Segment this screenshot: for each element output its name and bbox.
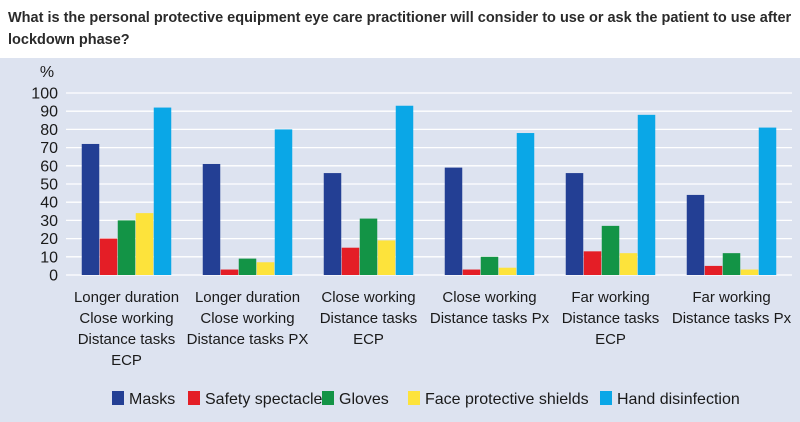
chart-area: 0 10 20 30 40 50 60 70 80 90 100% Longer duration Cl… — [0, 58, 800, 422]
y-tick-label: 90 — [40, 104, 58, 121]
legend-label: Gloves — [339, 391, 389, 408]
legend-label: Face protective shields — [425, 391, 589, 408]
x-category-label: Longer duration — [74, 289, 179, 306]
x-category-label: Far working — [571, 289, 649, 306]
bar-hand-disinfection — [395, 105, 414, 275]
x-category-label: Longer duration — [195, 289, 300, 306]
x-category-label: Distance tasks Px — [430, 310, 550, 327]
y-tick-label: 10 — [40, 249, 58, 266]
bar-face-protective-shields — [377, 240, 396, 275]
x-category-label: Close working — [79, 310, 173, 327]
x-category-label: ECP — [111, 352, 142, 369]
y-tick-label: 70 — [40, 140, 58, 157]
y-tick-label: 50 — [40, 177, 58, 194]
bar-gloves — [117, 220, 136, 275]
bar-face-protective-shields — [256, 262, 275, 275]
bar-safety-spectacles — [462, 269, 481, 275]
x-category-label: Close working — [200, 310, 294, 327]
y-tick-label: 100 — [31, 86, 58, 103]
y-tick-label: 30 — [40, 213, 58, 230]
x-category-label: Distance tasks — [562, 310, 660, 327]
x-category-label: Distance tasks Px — [672, 310, 792, 327]
legend-label: Hand disinfection — [617, 391, 740, 408]
bar-face-protective-shields — [619, 253, 638, 275]
bar-face-protective-shields — [135, 213, 154, 275]
bar-gloves — [722, 253, 741, 275]
legend-label: Safety spectacles — [205, 391, 330, 408]
bar-masks — [81, 143, 100, 275]
x-category-label: Close working — [321, 289, 415, 306]
legend-swatch — [408, 391, 420, 405]
chart-title: What is the personal protective equipmen… — [8, 10, 792, 48]
y-axis-label: % — [40, 64, 54, 81]
bar-masks — [202, 163, 221, 275]
y-tick-label: 0 — [49, 268, 58, 285]
bar-safety-spectacles — [99, 238, 118, 275]
bar-hand-disinfection — [637, 114, 656, 275]
x-category-label: Distance tasks — [78, 331, 176, 348]
x-category-label: Distance tasks — [320, 310, 418, 327]
x-category-label: Distance tasks PX — [187, 331, 309, 348]
bar-masks — [444, 167, 463, 275]
legend-label: Masks — [129, 391, 175, 408]
bar-safety-spectacles — [220, 269, 239, 275]
bar-gloves — [238, 258, 257, 275]
bar-masks — [323, 173, 342, 275]
bar-face-protective-shields — [740, 269, 759, 275]
x-category-label: Far working — [692, 289, 770, 306]
y-tick-label: 40 — [40, 195, 58, 212]
bar-gloves — [480, 256, 499, 275]
x-category-label: ECP — [353, 331, 384, 348]
bar-face-protective-shields — [498, 267, 517, 275]
bar-safety-spectacles — [704, 265, 723, 275]
y-tick-label: 60 — [40, 158, 58, 175]
legend-swatch — [322, 391, 334, 405]
bar-masks — [686, 194, 705, 275]
x-category-label: ECP — [595, 331, 626, 348]
bar-gloves — [601, 225, 620, 275]
bar-hand-disinfection — [153, 107, 172, 275]
bar-hand-disinfection — [758, 127, 777, 275]
y-tick-label: 20 — [40, 231, 58, 248]
bar-hand-disinfection — [516, 133, 535, 275]
y-tick-label: 80 — [40, 122, 58, 139]
bar-masks — [565, 173, 584, 275]
legend-swatch — [188, 391, 200, 405]
bar-safety-spectacles — [341, 247, 360, 275]
legend-swatch — [600, 391, 612, 405]
bar-safety-spectacles — [583, 251, 602, 275]
legend-swatch — [112, 391, 124, 405]
bar-hand-disinfection — [274, 129, 293, 275]
x-category-label: Close working — [442, 289, 536, 306]
bar-gloves — [359, 218, 378, 275]
